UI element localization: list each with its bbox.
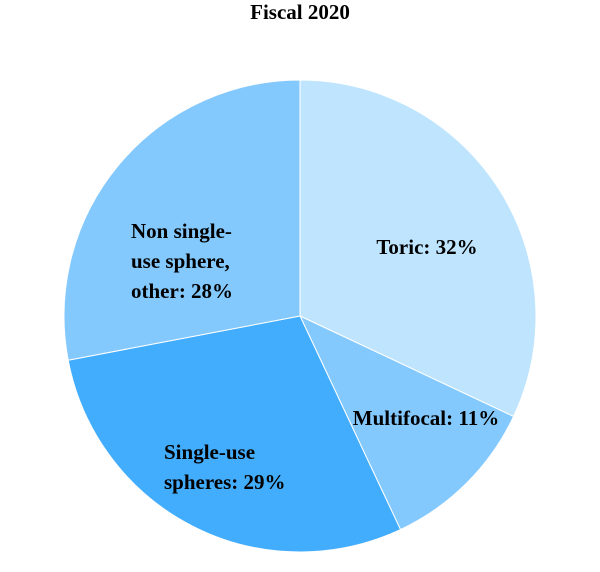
slice-label-line: Toric: 32%: [376, 235, 477, 259]
slice-label-line: spheres: 29%: [164, 470, 286, 494]
chart-title: Fiscal 2020: [250, 0, 350, 24]
pie-slice-single-use-spheres: [67, 315, 402, 553]
slice-label-line: use sphere,: [131, 249, 230, 273]
slice-data-label: Single-use spheres: 29%: [164, 440, 286, 494]
pie-slice-non-single-use-sphere-other: [63, 79, 301, 361]
pie-slice-multifocal: [298, 314, 515, 531]
pie-slice-toric: [299, 79, 537, 418]
slice-label-line: Multifocal: 11%: [353, 406, 499, 430]
slice-label-line: other: 28%: [131, 279, 233, 303]
slice-data-label: Non single-use sphere, other: 28%: [131, 219, 233, 303]
slice-label-line: Single-use: [164, 440, 255, 464]
slice-label-line: Non single-: [131, 219, 232, 243]
slice-data-label: Toric: 32%: [376, 235, 477, 259]
slice-data-label: Multifocal: 11%: [353, 406, 499, 430]
